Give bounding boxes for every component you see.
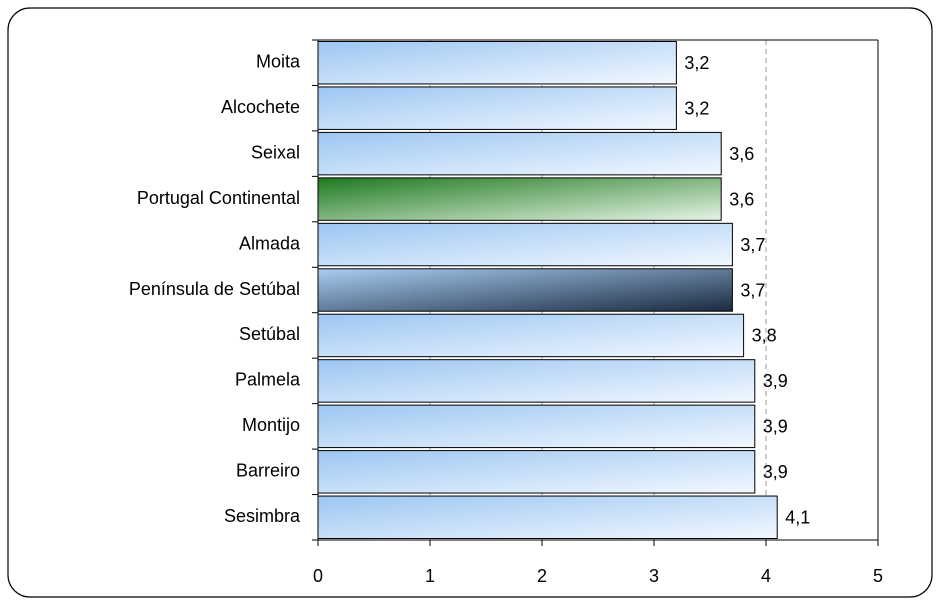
- y-tick-label: Alcochete: [221, 97, 300, 117]
- value-label: 3,7: [740, 235, 765, 255]
- bar: [317, 450, 756, 494]
- y-tick-label: Palmela: [235, 370, 301, 390]
- y-tick-label: Setúbal: [239, 324, 300, 344]
- y-tick-label: Moita: [256, 51, 301, 71]
- value-label: 3,9: [763, 417, 788, 437]
- value-label: 3,7: [740, 280, 765, 300]
- x-tick-label: 4: [761, 566, 771, 586]
- bar: [317, 131, 722, 176]
- bar: [317, 495, 778, 539]
- x-tick-label: 0: [313, 566, 323, 586]
- value-label: 3,8: [752, 326, 777, 346]
- bar: [317, 268, 733, 312]
- bar: [317, 41, 677, 85]
- y-tick-label: Portugal Continental: [137, 188, 300, 208]
- value-label: 3,2: [684, 53, 709, 73]
- bar: [317, 86, 677, 130]
- bar: [317, 359, 756, 403]
- value-label: 3,6: [729, 144, 754, 164]
- bar: [317, 177, 722, 221]
- bar: [317, 404, 756, 449]
- bar: [317, 222, 733, 267]
- bar: [317, 313, 745, 358]
- x-tick-label: 2: [537, 566, 547, 586]
- value-label: 4,1: [785, 508, 810, 528]
- value-label: 3,6: [729, 189, 754, 209]
- x-tick-label: 1: [425, 566, 435, 586]
- value-label: 3,9: [763, 462, 788, 482]
- y-tick-label: Barreiro: [236, 461, 300, 481]
- value-label: 3,2: [684, 98, 709, 118]
- x-tick-label: 5: [873, 566, 883, 586]
- y-tick-label: Península de Setúbal: [129, 279, 300, 299]
- y-tick-label: Seixal: [251, 142, 300, 162]
- y-tick-label: Almada: [239, 233, 301, 253]
- x-tick-label: 3: [649, 566, 659, 586]
- y-tick-label: Montijo: [242, 415, 300, 435]
- value-label: 3,9: [763, 371, 788, 391]
- y-tick-label: Sesimbra: [224, 506, 301, 526]
